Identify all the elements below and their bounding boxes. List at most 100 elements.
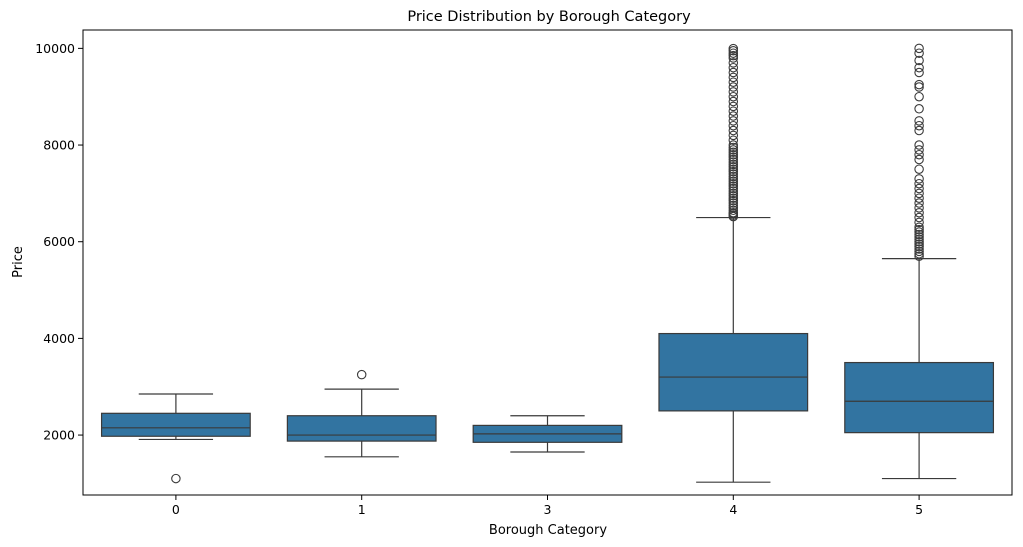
outlier-point bbox=[728, 145, 739, 155]
x-axis-label: Borough Category bbox=[489, 523, 607, 538]
outlier-point bbox=[728, 181, 739, 191]
outlier-point bbox=[728, 183, 739, 194]
outlier-point bbox=[728, 142, 739, 153]
x-tick-label: 4 bbox=[729, 502, 737, 517]
outlier-point bbox=[914, 198, 924, 208]
outlier-point bbox=[728, 43, 739, 54]
outlier-point bbox=[914, 67, 924, 78]
outlier-point bbox=[728, 157, 739, 167]
outlier-point bbox=[914, 43, 924, 54]
outlier-point bbox=[728, 58, 739, 68]
y-tick-label: 10000 bbox=[35, 41, 75, 56]
outlier-point bbox=[728, 203, 739, 213]
outlier-point bbox=[914, 178, 924, 189]
outlier-point bbox=[914, 116, 924, 126]
outlier-point bbox=[914, 79, 924, 90]
chart-title: Price Distribution by Borough Category bbox=[407, 9, 691, 25]
outlier-point bbox=[728, 91, 739, 102]
outlier-point bbox=[728, 106, 739, 116]
outlier-point bbox=[728, 188, 739, 199]
y-axis-label: Price bbox=[11, 246, 26, 278]
outlier-point bbox=[728, 198, 739, 208]
outlier-point bbox=[914, 217, 924, 228]
outlier-point bbox=[728, 111, 739, 121]
outlier-point bbox=[914, 82, 924, 92]
plot-area: 2000 4000 6000 8000 10000 0 1 3 4 5 bbox=[35, 41, 995, 517]
outlier-point bbox=[728, 53, 739, 63]
outlier-point bbox=[728, 116, 739, 126]
outlier-point bbox=[914, 62, 924, 73]
outlier-point bbox=[914, 232, 924, 242]
outlier-point bbox=[728, 205, 739, 216]
outlier-point bbox=[914, 246, 924, 257]
outlier-point bbox=[728, 178, 739, 189]
outlier-point bbox=[914, 91, 924, 102]
outlier-point bbox=[728, 200, 739, 211]
box-iqr bbox=[658, 332, 809, 412]
outlier-point bbox=[914, 140, 924, 150]
outlier-point bbox=[728, 149, 739, 160]
y-tick-label: 4000 bbox=[43, 331, 75, 346]
x-tick-label: 0 bbox=[172, 502, 180, 517]
outlier-point bbox=[728, 171, 739, 182]
outlier-point bbox=[728, 191, 739, 201]
outlier-point bbox=[914, 183, 924, 194]
outlier-point bbox=[914, 241, 924, 252]
plot-frame bbox=[82, 29, 1013, 496]
y-tick-label: 6000 bbox=[43, 234, 75, 249]
outlier-point bbox=[914, 212, 924, 223]
outlier-point bbox=[914, 193, 924, 203]
outlier-point bbox=[914, 203, 924, 213]
outlier-point bbox=[728, 176, 739, 187]
outlier-point bbox=[728, 166, 739, 177]
outlier-point bbox=[728, 135, 739, 145]
outlier-point bbox=[728, 147, 739, 158]
outlier-point bbox=[914, 104, 924, 114]
box-iqr bbox=[844, 361, 995, 434]
outlier-point bbox=[728, 174, 739, 184]
outlier-point bbox=[914, 120, 924, 131]
outlier-point bbox=[728, 130, 739, 141]
outlier-point bbox=[914, 174, 924, 184]
y-tick-label: 8000 bbox=[43, 138, 75, 153]
outlier-point bbox=[728, 140, 739, 150]
outlier-point bbox=[914, 164, 924, 174]
box-iqr bbox=[100, 412, 251, 437]
outlier-point bbox=[171, 473, 181, 484]
outlier-point bbox=[728, 72, 739, 83]
outlier-point bbox=[728, 186, 739, 196]
outlier-point bbox=[728, 159, 739, 170]
outlier-point bbox=[914, 207, 924, 218]
outlier-point bbox=[728, 120, 739, 131]
y-tick-label: 2000 bbox=[43, 428, 75, 443]
outlier-point bbox=[728, 77, 739, 87]
outlier-point bbox=[914, 251, 924, 261]
outlier-point bbox=[728, 67, 739, 78]
outlier-point bbox=[914, 249, 924, 259]
outlier-point bbox=[914, 227, 924, 237]
outlier-point bbox=[914, 244, 924, 254]
x-tick-label: 5 bbox=[915, 502, 923, 517]
outlier-point bbox=[728, 125, 739, 136]
outlier-point bbox=[914, 125, 924, 136]
outlier-point bbox=[728, 207, 739, 218]
outlier-point bbox=[356, 369, 367, 380]
outlier-point bbox=[728, 193, 739, 203]
outlier-point bbox=[728, 50, 739, 61]
outlier-point bbox=[728, 169, 739, 179]
outlier-point bbox=[728, 62, 739, 73]
outlier-point bbox=[728, 96, 739, 107]
outlier-point bbox=[914, 48, 924, 58]
box-iqr bbox=[286, 415, 437, 442]
outlier-point bbox=[914, 55, 924, 66]
outlier-point bbox=[914, 234, 924, 245]
outlier-point bbox=[914, 149, 924, 160]
x-tick-label: 1 bbox=[358, 502, 366, 517]
outlier-point bbox=[728, 152, 739, 162]
outlier-point bbox=[728, 195, 739, 206]
outlier-point bbox=[914, 224, 924, 235]
outlier-point bbox=[914, 229, 924, 240]
outlier-point bbox=[728, 82, 739, 92]
outlier-point bbox=[914, 236, 924, 247]
